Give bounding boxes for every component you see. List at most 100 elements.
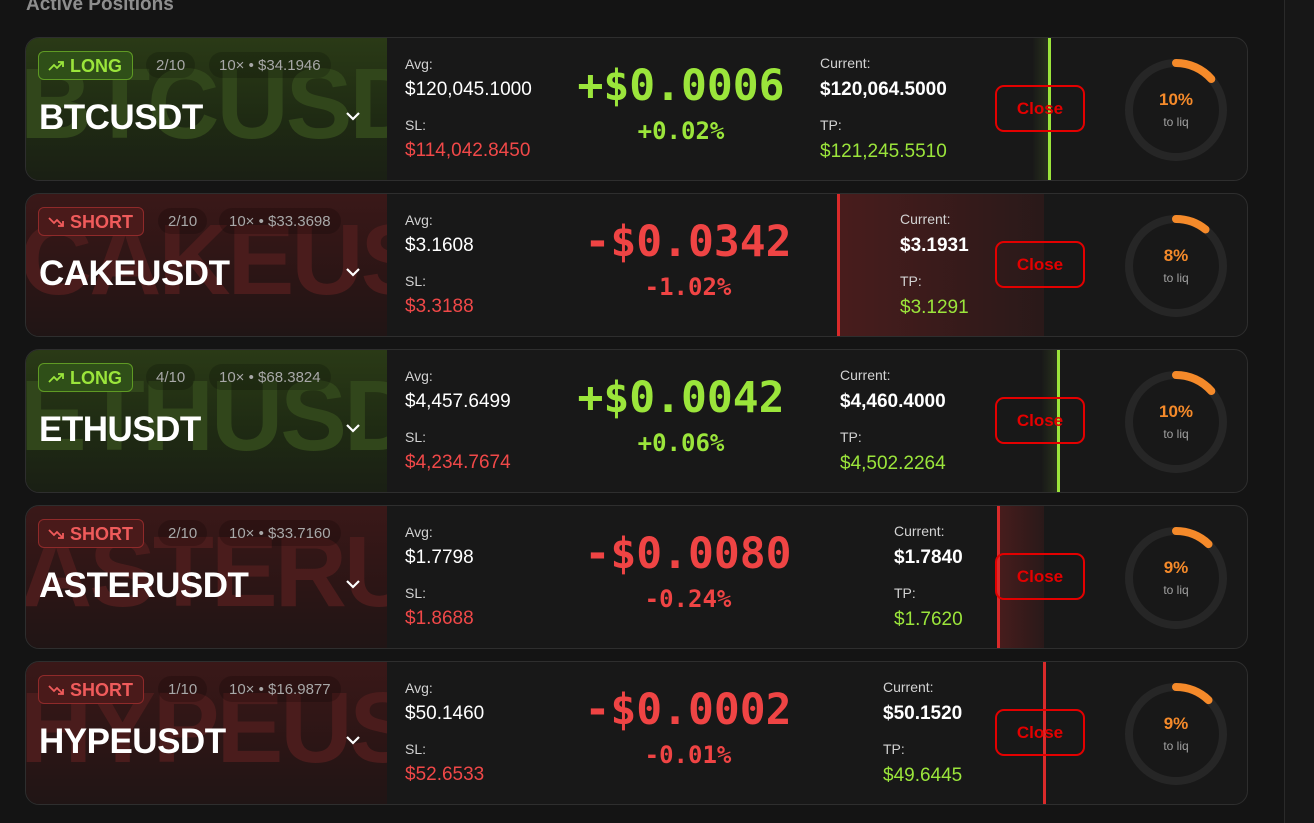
liq-percent: 10% [1158, 90, 1194, 109]
avg-label: Avg: [405, 680, 433, 696]
to-liq-label: to liq [1163, 583, 1189, 597]
liquidation-gauge [1125, 215, 1227, 317]
tp-label: TP: [840, 429, 862, 445]
symbol-name: CAKEUSDT [39, 254, 230, 293]
close-position-button[interactable]: Close [995, 709, 1085, 756]
long-badge: LONG [38, 51, 133, 80]
side-label: SHORT [70, 679, 133, 700]
to-liq-label: to liq [1163, 115, 1189, 129]
side-label: LONG [70, 55, 122, 76]
liq-percent: 9% [1163, 558, 1189, 577]
tp-price: $49.6445 [883, 765, 963, 786]
pnl-amount: -$0.0342 [584, 217, 792, 267]
slot-pill: 4/10 [146, 364, 196, 390]
price-range-fill [997, 506, 1044, 648]
leverage-margin-pill: 10× • $34.1946 [209, 52, 331, 78]
pnl-amount: +$0.0042 [577, 373, 785, 423]
slot-pill: 2/10 [158, 208, 208, 234]
symbol-name: ASTERUSDT [39, 566, 249, 605]
symbol-name: ETHUSDT [39, 410, 201, 449]
current-price: $1.7840 [894, 547, 963, 568]
pnl-amount: -$0.0080 [584, 529, 792, 579]
side-label: LONG [70, 367, 122, 388]
current-label: Current: [840, 367, 891, 383]
current-label: Current: [883, 679, 934, 695]
tp-price: $121,245.5510 [820, 141, 947, 162]
avg-price: $4,457.6499 [405, 391, 511, 412]
leverage-margin-pill: 10× • $68.3824 [209, 364, 331, 390]
sl-price: $1.8688 [405, 608, 474, 629]
sl-label: SL: [405, 117, 427, 133]
leverage-margin-pill: 10× • $33.7160 [219, 520, 341, 546]
price-range-fill [1041, 350, 1057, 492]
sl-price: $52.6533 [405, 764, 485, 785]
pnl-percent: -0.24% [644, 585, 732, 613]
pnl-amount: +$0.0006 [577, 61, 785, 111]
current-price: $4,460.4000 [840, 391, 946, 412]
short-badge: SHORT [38, 207, 144, 236]
pnl-amount: -$0.0002 [584, 685, 792, 735]
avg-price: $3.1608 [405, 235, 474, 256]
close-position-button[interactable]: Close [995, 241, 1085, 288]
slot-pill: 2/10 [158, 520, 208, 546]
current-price: $3.1931 [900, 235, 969, 256]
slot-pill: 1/10 [158, 676, 208, 702]
trending-up-icon [48, 60, 64, 71]
tp-label: TP: [820, 117, 842, 133]
liq-percent: 10% [1158, 402, 1194, 421]
current-label: Current: [820, 55, 871, 71]
tp-label: TP: [883, 741, 905, 757]
short-badge: SHORT [38, 675, 144, 704]
trending-down-icon [48, 216, 64, 227]
symbol-name: BTCUSDT [39, 98, 203, 137]
close-position-button[interactable]: Close [995, 397, 1085, 444]
scrollbar-track[interactable] [1284, 0, 1314, 823]
sl-price: $114,042.8450 [405, 140, 531, 161]
sl-label: SL: [405, 273, 427, 289]
current-price-marker [1043, 662, 1046, 804]
close-position-button[interactable]: Close [995, 85, 1085, 132]
avg-label: Avg: [405, 524, 433, 540]
current-price: $120,064.5000 [820, 79, 947, 100]
chevron-down-icon[interactable] [344, 422, 362, 434]
to-liq-label: to liq [1163, 271, 1189, 285]
chevron-down-icon[interactable] [344, 266, 362, 278]
avg-price: $120,045.1000 [405, 79, 532, 100]
chevron-down-icon[interactable] [344, 110, 362, 122]
current-price-marker [997, 506, 1000, 648]
avg-price: $1.7798 [405, 547, 474, 568]
tp-price: $4,502.2264 [840, 453, 946, 474]
liquidation-gauge [1125, 59, 1227, 161]
sl-label: SL: [405, 585, 427, 601]
leverage-margin-pill: 10× • $33.3698 [219, 208, 341, 234]
chevron-down-icon[interactable] [344, 734, 362, 746]
avg-label: Avg: [405, 212, 433, 228]
side-label: SHORT [70, 211, 133, 232]
trending-down-icon [48, 684, 64, 695]
current-label: Current: [894, 523, 945, 539]
avg-label: Avg: [405, 56, 433, 72]
to-liq-label: to liq [1163, 739, 1189, 753]
leverage-margin-pill: 10× • $16.9877 [219, 676, 341, 702]
current-label: Current: [900, 211, 951, 227]
close-position-button[interactable]: Close [995, 553, 1085, 600]
current-price-marker [1057, 350, 1060, 492]
sl-price: $3.3188 [405, 296, 474, 317]
sl-label: SL: [405, 741, 427, 757]
long-badge: LONG [38, 363, 133, 392]
chevron-down-icon[interactable] [344, 578, 362, 590]
liq-percent: 8% [1163, 246, 1189, 265]
tp-label: TP: [900, 273, 922, 289]
current-price-marker [1048, 38, 1051, 180]
tp-price: $3.1291 [900, 297, 969, 318]
liquidation-gauge [1125, 683, 1227, 785]
